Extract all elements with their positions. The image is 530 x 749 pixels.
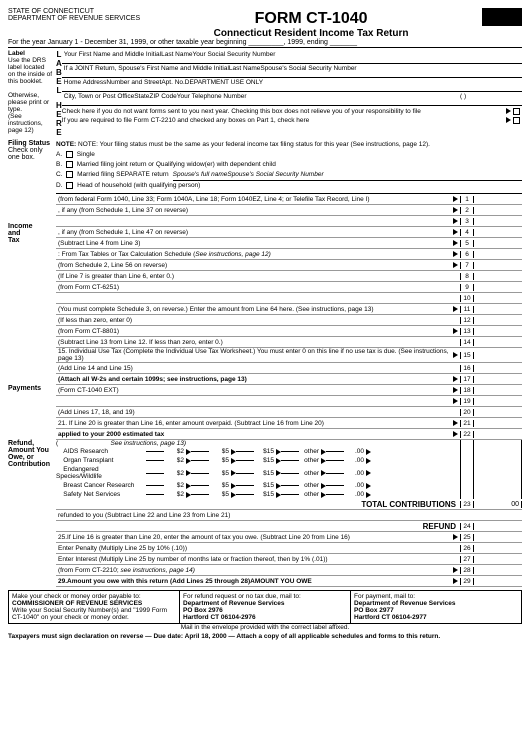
line-1: (from federal Form 1040, Line 33; Form 1…: [56, 196, 450, 203]
line-13: (from Form CT-8801): [56, 328, 450, 335]
checkbox-joint[interactable]: [66, 161, 73, 168]
checkbox-2210[interactable]: [513, 117, 520, 124]
line-12: (If less than zero, enter 0): [56, 317, 450, 324]
line-18: (Form CT-1040 EXT): [56, 387, 450, 394]
city-line[interactable]: City, Town or Post OfficeStateZIP CodeYo…: [62, 92, 522, 106]
refund-label: Refund, Amount You Owe, or Contribution: [8, 440, 56, 587]
line-22: applied to your 2000 estimated tax: [56, 431, 450, 438]
contrib-row: Endangered Species/Wildlife$2$5$15other.…: [56, 465, 460, 481]
check-2210: If you are required to file Form CT-2210…: [62, 117, 506, 124]
line-6: : From Tax Tables or Tax Calculation Sch…: [56, 251, 450, 258]
line-21: 21. If Line 20 is greater than Line 16, …: [56, 420, 450, 427]
form-title: FORM CT-1040: [140, 10, 482, 28]
label-section: Label Use the DRS label located on the i…: [8, 50, 56, 137]
line-8: (If Line 7 is greater than Line 6, enter…: [56, 273, 450, 280]
arrow-icon: [506, 108, 511, 114]
contrib-row: Organ Transplant$2$5$15other.00: [56, 456, 460, 465]
state-line: STATE OF CONNECTICUT: [8, 8, 140, 15]
checkbox-hoh[interactable]: [66, 182, 73, 189]
contrib-row: AIDS Research$2$5$15other.00: [56, 447, 460, 456]
line-26: Enter Penalty (Multiply Line 25 by 10% (…: [56, 545, 450, 552]
line-11: (You must complete Schedule 3, on revers…: [56, 306, 450, 313]
line-28: (from Form CT-2210; see instructions, pa…: [56, 567, 450, 574]
line-20: (Add Lines 17, 18, and 19): [56, 409, 450, 416]
barcode-block: [482, 8, 522, 26]
line-7: (from Schedule 2, Line 56 on reverse): [56, 262, 450, 269]
line-2: , if any (from Schedule 1, Line 37 on re…: [56, 207, 450, 214]
total-contrib: TOTAL CONTRIBUTIONS: [56, 500, 460, 509]
line-16: (Add Line 14 and Line 15): [56, 365, 450, 372]
checkbox-separate[interactable]: [66, 171, 73, 178]
line-14: (Subtract Line 13 from Line 12. If less …: [56, 339, 450, 346]
line-9: (from Form CT-6251): [56, 284, 450, 291]
checkbox-single[interactable]: [66, 151, 73, 158]
checkbox-noforms[interactable]: [513, 108, 520, 115]
filing-note: NOTE: NOTE: Your filing status must be t…: [56, 140, 522, 150]
arrow-icon: [506, 117, 511, 123]
check-noforms: Check here if you do not want forms sent…: [62, 108, 506, 115]
dept-line: DEPARTMENT OF REVENUE SERVICES: [8, 15, 140, 22]
footer-box: Make your check or money order payable t…: [8, 590, 522, 624]
filing-label: Filing Status Check only one box.: [8, 140, 56, 191]
line-25: 25.If Line 16 is greater than Line 20, e…: [56, 534, 450, 541]
name-ssn-line[interactable]: Your First Name and Middle InitialLast N…: [62, 50, 522, 64]
income-label: IncomeandTax: [8, 193, 56, 385]
sign-note: Taxpayers must sign declaration on rever…: [8, 633, 522, 640]
contrib-row: Breast Cancer Research$2$5$15other.00: [56, 481, 460, 490]
line-29: 29.Amount you owe with this return (Add …: [56, 578, 450, 585]
line-27: Enter Interest (Multiply Line 25 by numb…: [56, 556, 450, 563]
form-subtitle: Connecticut Resident Income Tax Return: [140, 28, 482, 39]
line-24: refunded to you (Subtract Line 22 and Li…: [56, 512, 450, 519]
line-4: , if any (from Schedule 1, Line 47 on re…: [56, 229, 450, 236]
payments-label: Payments: [8, 385, 56, 440]
contrib-row: Safety Net Services$2$5$15other.00: [56, 490, 460, 499]
refund-line: REFUND: [56, 522, 460, 531]
line-5: (Subtract Line 4 from Line 3): [56, 240, 450, 247]
line-15: 15. Individual Use Tax (Complete the Ind…: [56, 348, 450, 362]
mail-note: Mail in the envelope provided with the c…: [8, 624, 522, 631]
attach-w2: (Attach all W-2s and certain 1099s; see …: [56, 376, 450, 383]
spouse-line[interactable]: If a JOINT Return, Spouse's First Name a…: [62, 64, 522, 78]
year-line: For the year January 1 - December 31, 19…: [8, 39, 522, 48]
address-line[interactable]: Home AddressNumber and StreetApt. No.DEP…: [62, 78, 522, 92]
